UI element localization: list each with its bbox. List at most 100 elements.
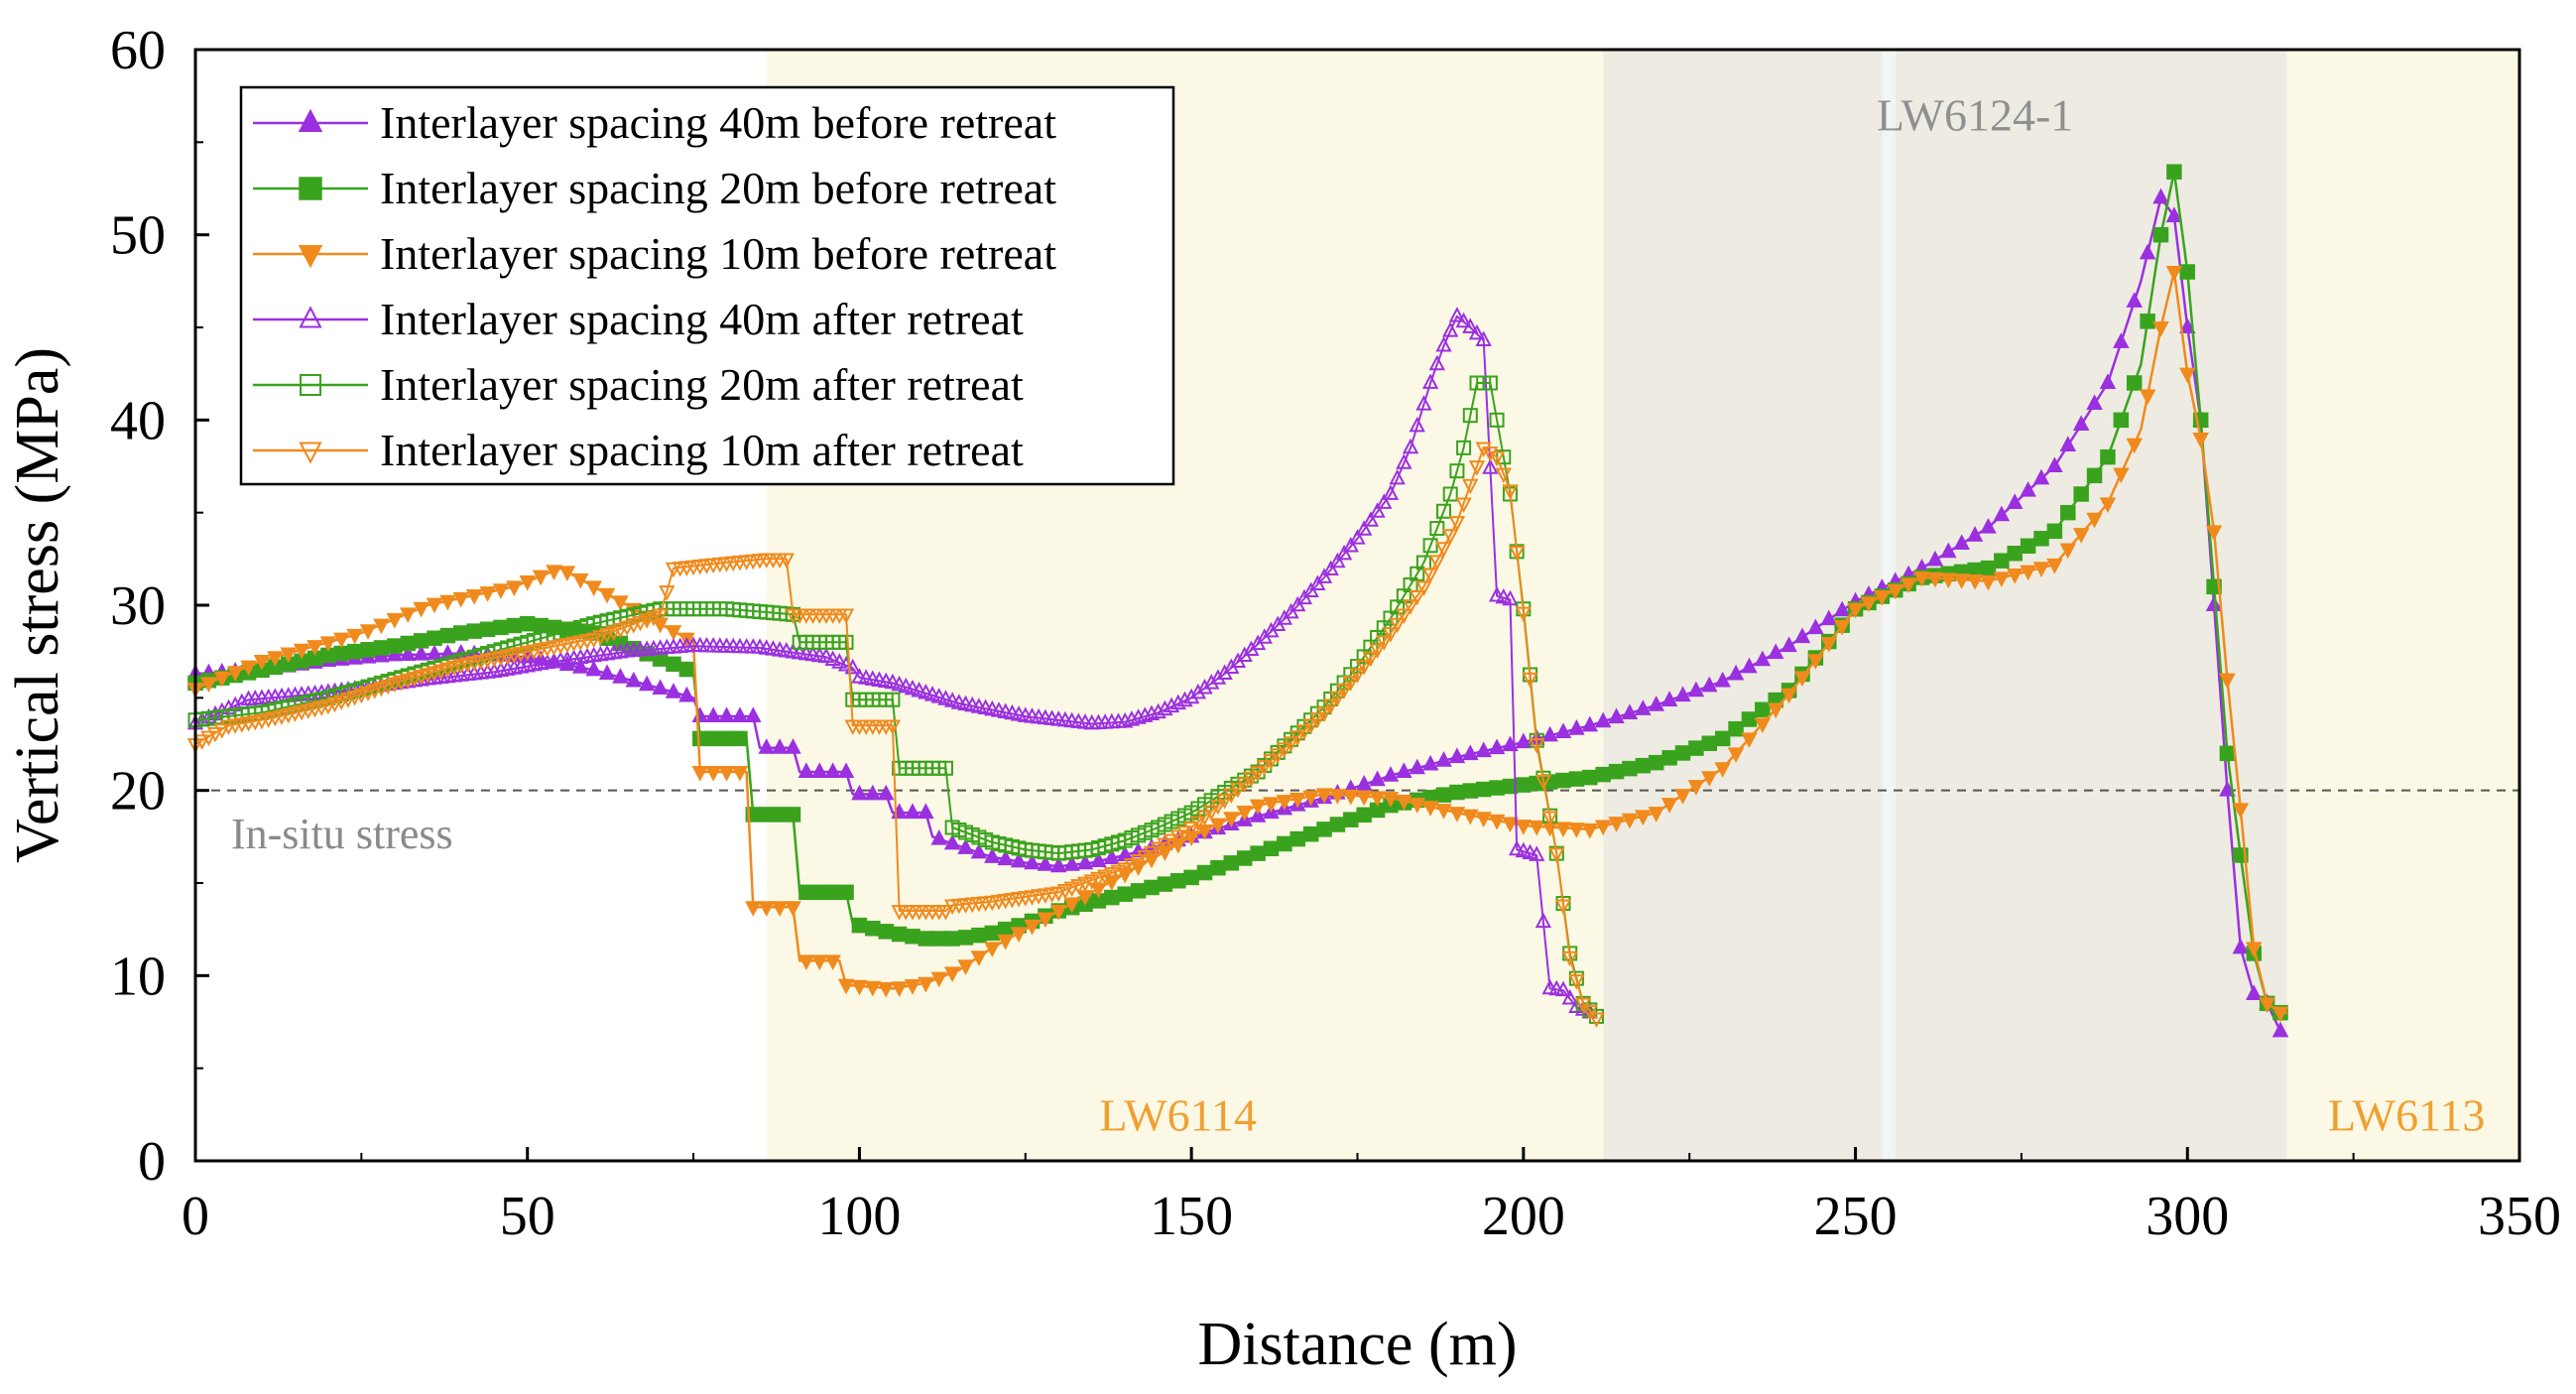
data-point <box>1209 799 1227 816</box>
data-point <box>1635 757 1652 774</box>
data-point <box>785 901 801 917</box>
data-point <box>1342 537 1359 553</box>
data-point <box>1369 770 1386 787</box>
data-point <box>1780 636 1797 653</box>
data-point <box>758 807 775 823</box>
data-point <box>226 666 244 682</box>
data-point <box>923 686 941 701</box>
data-point <box>399 645 417 662</box>
data-point <box>2152 226 2169 243</box>
data-point <box>918 684 934 699</box>
data-point <box>2179 367 2196 384</box>
data-point <box>353 688 370 704</box>
data-point <box>885 692 901 707</box>
data-point <box>373 618 390 635</box>
data-point <box>1522 672 1538 689</box>
data-point <box>572 572 589 589</box>
data-point <box>1130 841 1147 858</box>
data-point <box>652 617 669 634</box>
y-axis-title: Vertical stress (MPa) <box>4 347 71 863</box>
data-point <box>1302 825 1319 842</box>
data-point <box>439 594 456 611</box>
data-point <box>1648 807 1664 823</box>
data-point <box>1462 809 1479 825</box>
data-point <box>2152 321 2169 337</box>
data-point <box>293 643 310 660</box>
data-point <box>1993 505 2011 522</box>
data-point <box>2205 595 2223 611</box>
data-point <box>1568 974 1585 990</box>
data-point <box>366 684 383 699</box>
data-point <box>1369 643 1386 660</box>
data-point <box>1157 876 1173 892</box>
data-point <box>758 901 775 917</box>
data-point <box>678 661 695 678</box>
data-point <box>400 635 416 652</box>
data-point <box>632 615 649 632</box>
legend-marker <box>299 177 322 200</box>
data-point <box>333 695 350 710</box>
data-point <box>1150 841 1166 858</box>
data-point <box>1210 859 1226 876</box>
data-point <box>240 660 257 677</box>
data-point <box>1635 699 1652 715</box>
data-point <box>1396 608 1412 624</box>
data-point <box>519 575 536 591</box>
data-point <box>1182 688 1200 704</box>
data-point <box>1182 822 1200 837</box>
data-point <box>1250 845 1266 861</box>
data-point <box>1236 777 1253 793</box>
x-tick-label: 100 <box>817 1186 901 1247</box>
data-point <box>1409 589 1425 606</box>
legend-label: Interlayer spacing 40m before retreat <box>380 97 1056 148</box>
data-point <box>837 608 855 624</box>
data-point <box>1409 798 1425 814</box>
data-point <box>652 679 669 695</box>
data-point <box>1568 719 1585 735</box>
data-point <box>1608 707 1625 724</box>
data-point <box>957 930 974 946</box>
data-point <box>1037 912 1054 929</box>
data-point <box>1820 637 1838 653</box>
data-point <box>1741 657 1758 674</box>
data-point <box>612 595 629 611</box>
data-point <box>1581 715 1599 732</box>
data-point <box>1468 323 1486 340</box>
data-point <box>704 706 722 722</box>
y-tick-label: 50 <box>110 205 166 267</box>
data-point <box>479 586 496 602</box>
data-point <box>2232 938 2250 954</box>
data-point <box>2072 528 2090 544</box>
data-point <box>1482 375 1498 391</box>
data-point <box>625 671 643 688</box>
data-point <box>1807 654 1824 670</box>
data-point <box>1421 373 1439 389</box>
data-point <box>997 849 1014 866</box>
data-point <box>452 591 470 608</box>
data-point <box>851 979 868 996</box>
data-point <box>1196 810 1213 826</box>
data-point <box>1170 873 1186 889</box>
data-point <box>1449 784 1465 801</box>
data-point <box>1090 871 1107 888</box>
data-point <box>930 688 947 703</box>
data-point <box>1448 807 1466 823</box>
data-point <box>200 730 217 747</box>
data-point <box>1475 330 1492 346</box>
data-point <box>1728 720 1744 737</box>
data-point <box>665 625 682 641</box>
data-point <box>1442 486 1458 502</box>
data-point <box>1376 635 1393 651</box>
data-point <box>1396 453 1412 469</box>
data-point <box>837 762 855 778</box>
data-point <box>659 585 675 601</box>
data-point <box>838 634 854 650</box>
data-point <box>891 675 908 692</box>
data-point <box>1448 307 1466 322</box>
data-point <box>1608 817 1625 832</box>
data-point <box>346 643 363 660</box>
data-point <box>1648 696 1664 711</box>
data-point <box>1980 517 1997 534</box>
data-point <box>2139 389 2156 406</box>
data-point <box>678 686 695 702</box>
